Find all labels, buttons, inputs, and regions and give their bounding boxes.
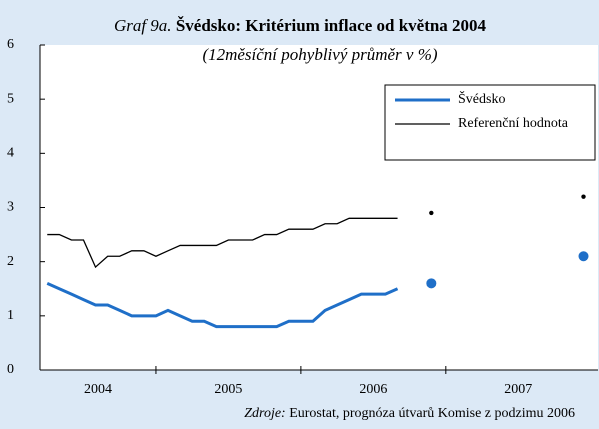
y-tick-label: 2: [7, 254, 14, 269]
x-tick-label: 2007: [504, 382, 532, 397]
y-tick-label: 5: [7, 91, 14, 106]
x-tick-label: 2005: [214, 382, 242, 397]
y-tick-label: 4: [7, 146, 14, 161]
forecast-point: [426, 278, 437, 289]
source-text: Eurostat, prognóza útvarů Komise z podzi…: [289, 406, 575, 421]
y-tick-label: 0: [7, 362, 14, 377]
y-tick-label: 1: [7, 308, 14, 323]
title-main: Švédsko: Kritérium inflace od května 200…: [176, 16, 487, 35]
title: Graf 9a. Švédsko: Kritérium inflace od k…: [114, 16, 487, 35]
legend-label: Referenční hodnota: [458, 116, 569, 131]
x-tick-label: 2004: [84, 382, 112, 397]
y-tick-label: 3: [7, 200, 14, 215]
series-line: [46, 281, 399, 329]
legend-box: [384, 84, 596, 161]
x-tick-label: 2006: [359, 382, 387, 397]
forecast-point: [578, 251, 589, 262]
forecast-point: [429, 210, 434, 216]
source-label: Zdroje:: [244, 406, 285, 421]
subtitle: (12měsíční pohyblivý průměr v %): [202, 45, 437, 64]
series-line: [47, 217, 398, 269]
source: Zdroje: Eurostat, prognóza útvarů Komise…: [244, 406, 575, 421]
y-tick-label: 6: [7, 37, 14, 52]
title-prefix: Graf 9a.: [114, 16, 172, 35]
legend-label: Švédsko: [458, 90, 505, 107]
forecast-point: [581, 194, 586, 199]
